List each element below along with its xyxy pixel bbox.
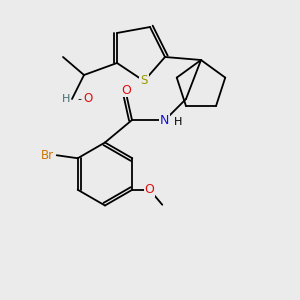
Text: O: O xyxy=(145,183,154,196)
Text: -: - xyxy=(77,94,82,104)
Text: H: H xyxy=(62,94,70,104)
Text: Br: Br xyxy=(41,149,54,162)
Text: N: N xyxy=(160,113,169,127)
Text: O: O xyxy=(84,92,93,106)
Text: O: O xyxy=(121,83,131,97)
Text: H: H xyxy=(173,117,182,127)
Text: S: S xyxy=(140,74,148,88)
